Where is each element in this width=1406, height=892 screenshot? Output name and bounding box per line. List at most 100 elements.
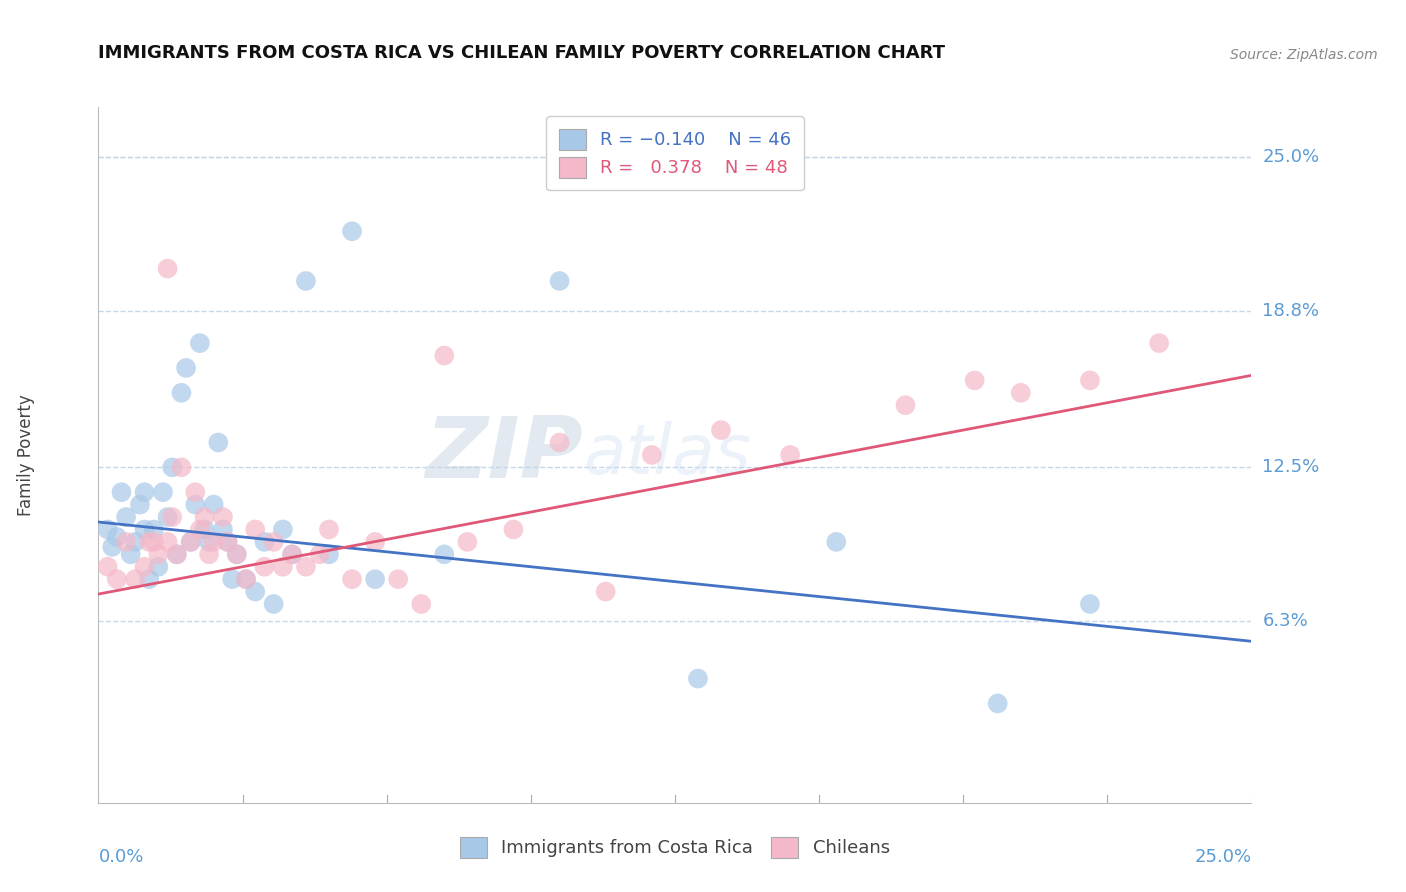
Text: 6.3%: 6.3% xyxy=(1263,613,1308,631)
Point xyxy=(142,523,165,537)
Point xyxy=(129,498,152,512)
Text: 18.8%: 18.8% xyxy=(1263,301,1319,320)
Point xyxy=(184,498,207,512)
Point xyxy=(433,349,456,363)
Point xyxy=(1078,373,1101,387)
Point xyxy=(138,572,160,586)
Point xyxy=(987,697,1010,711)
Text: atlas: atlas xyxy=(582,421,751,489)
Point xyxy=(184,485,207,500)
Text: 25.0%: 25.0% xyxy=(1194,847,1251,865)
Point xyxy=(411,597,433,611)
Point xyxy=(134,485,156,500)
Point xyxy=(364,534,387,549)
Point xyxy=(156,510,179,524)
Point xyxy=(235,572,257,586)
Point xyxy=(110,485,132,500)
Point xyxy=(97,559,120,574)
Text: Source: ZipAtlas.com: Source: ZipAtlas.com xyxy=(1230,48,1378,62)
Point xyxy=(1078,597,1101,611)
Point xyxy=(212,523,235,537)
Point xyxy=(318,523,340,537)
Point xyxy=(263,534,285,549)
Text: 25.0%: 25.0% xyxy=(1263,148,1320,166)
Point xyxy=(825,534,848,549)
Point xyxy=(105,530,128,544)
Point xyxy=(548,435,571,450)
Point xyxy=(202,498,225,512)
Point xyxy=(217,534,239,549)
Point xyxy=(245,523,267,537)
Point xyxy=(156,534,179,549)
Point xyxy=(97,523,120,537)
Point xyxy=(502,523,524,537)
Point xyxy=(281,547,304,561)
Point xyxy=(166,547,188,561)
Point xyxy=(115,534,138,549)
Point xyxy=(198,534,221,549)
Point xyxy=(548,274,571,288)
Point xyxy=(1147,336,1170,351)
Point xyxy=(166,547,188,561)
Point xyxy=(148,559,170,574)
Point xyxy=(156,261,179,276)
Point xyxy=(245,584,267,599)
Point xyxy=(281,547,304,561)
Point xyxy=(253,534,276,549)
Point xyxy=(124,572,146,586)
Point xyxy=(686,672,709,686)
Point xyxy=(271,523,294,537)
Text: Family Poverty: Family Poverty xyxy=(17,394,35,516)
Point xyxy=(188,523,211,537)
Legend: Immigrants from Costa Rica, Chileans: Immigrants from Costa Rica, Chileans xyxy=(447,824,903,871)
Point xyxy=(212,510,235,524)
Point xyxy=(142,534,165,549)
Point xyxy=(207,435,229,450)
Point xyxy=(318,547,340,561)
Point xyxy=(295,274,318,288)
Point xyxy=(217,534,239,549)
Text: IMMIGRANTS FROM COSTA RICA VS CHILEAN FAMILY POVERTY CORRELATION CHART: IMMIGRANTS FROM COSTA RICA VS CHILEAN FA… xyxy=(98,45,945,62)
Text: ZIP: ZIP xyxy=(425,413,582,497)
Point xyxy=(180,534,202,549)
Point xyxy=(308,547,330,561)
Point xyxy=(160,510,183,524)
Point xyxy=(263,597,285,611)
Point xyxy=(295,559,318,574)
Point xyxy=(101,540,124,554)
Point xyxy=(198,547,221,561)
Point xyxy=(148,547,170,561)
Point xyxy=(134,523,156,537)
Point xyxy=(202,534,225,549)
Point xyxy=(120,547,142,561)
Point xyxy=(170,385,193,400)
Point xyxy=(387,572,409,586)
Point xyxy=(710,423,733,437)
Point xyxy=(364,572,387,586)
Point xyxy=(180,534,202,549)
Point xyxy=(340,224,363,238)
Point xyxy=(115,510,138,524)
Point xyxy=(641,448,664,462)
Point xyxy=(174,361,197,376)
Point xyxy=(225,547,247,561)
Point xyxy=(134,559,156,574)
Text: 12.5%: 12.5% xyxy=(1263,458,1320,476)
Point xyxy=(188,336,211,351)
Point xyxy=(894,398,917,412)
Point xyxy=(193,523,215,537)
Point xyxy=(105,572,128,586)
Point xyxy=(595,584,617,599)
Text: 0.0%: 0.0% xyxy=(98,847,143,865)
Point xyxy=(193,510,215,524)
Point xyxy=(456,534,478,549)
Point xyxy=(221,572,243,586)
Point xyxy=(1010,385,1032,400)
Point xyxy=(235,572,257,586)
Point xyxy=(138,534,160,549)
Point xyxy=(225,547,247,561)
Point xyxy=(152,485,174,500)
Point xyxy=(271,559,294,574)
Point xyxy=(160,460,183,475)
Point xyxy=(253,559,276,574)
